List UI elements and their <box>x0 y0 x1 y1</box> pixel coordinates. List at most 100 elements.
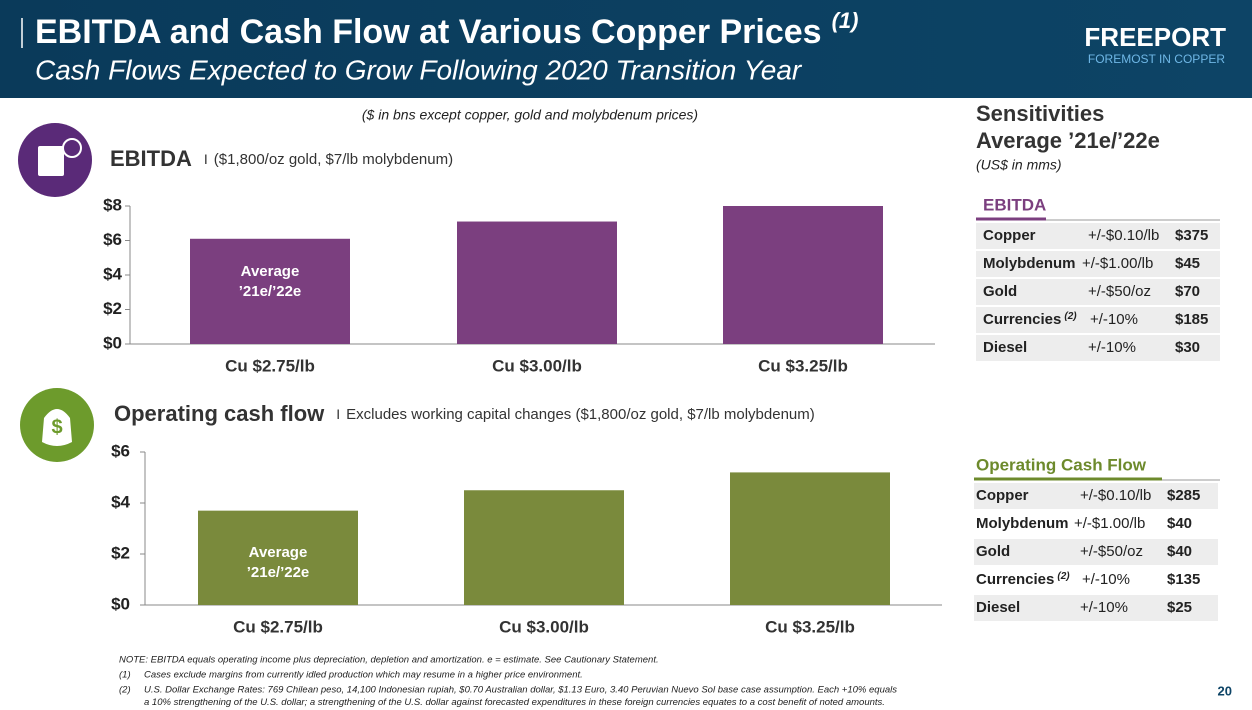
row-background <box>976 279 1220 305</box>
row-background <box>976 335 1220 361</box>
bar-annotation: ’21e/’22e <box>239 283 302 300</box>
row-item-text: Molybdenum <box>983 255 1076 272</box>
row-change: +/-$1.00/lb <box>1074 515 1145 532</box>
ebitda-icon-doc <box>38 146 64 176</box>
row-item-ref: (2) <box>1057 571 1070 582</box>
chart-title: Operating cash flow I Excludes working cap… <box>114 401 815 426</box>
row-impact: $25 <box>1167 599 1192 616</box>
bar <box>457 221 617 344</box>
row-change: +/-$0.10/lb <box>1088 227 1159 244</box>
chart-title-text: Operating cash flow <box>114 401 325 426</box>
chart-title: EBITDA I ($1,800/oz gold, $7/lb molybdenum… <box>110 146 453 171</box>
row-impact: $375 <box>1175 227 1208 244</box>
bar-annotation: Average <box>249 544 308 561</box>
row-background <box>974 539 1218 565</box>
page-number: 20 <box>1218 683 1232 698</box>
row-item: Gold <box>983 283 1017 300</box>
units-note: ($ in bns except copper, gold and molybd… <box>362 107 698 123</box>
row-background <box>976 307 1220 333</box>
bar <box>190 238 350 344</box>
x-tick-label: Cu $3.00/lb <box>492 356 582 375</box>
chart-subtitle: Excludes working capital changes ($1,800… <box>346 406 815 423</box>
row-item: Diesel <box>976 599 1020 616</box>
x-tick-label: Cu $3.25/lb <box>765 617 855 636</box>
row-background <box>974 483 1218 509</box>
x-tick-label: Cu $3.25/lb <box>758 356 848 375</box>
header-subtitle: Cash Flows Expected to Grow Following 20… <box>35 54 803 85</box>
chart-subtitle: ($1,800/oz gold, $7/lb molybdenum) <box>214 151 453 168</box>
x-tick-label: Cu $2.75/lb <box>233 617 323 636</box>
row-change: +/-$0.10/lb <box>1080 487 1151 504</box>
row-item-text: Gold <box>976 543 1010 560</box>
y-tick-label: $2 <box>111 543 130 562</box>
row-change: +/-10% <box>1082 571 1130 588</box>
row-background <box>974 595 1218 621</box>
chart-subtitle-separator: I <box>336 406 340 422</box>
footnote-line: U.S. Dollar Exchange Rates: 769 Chilean … <box>144 685 897 696</box>
footnote-line: a 10% strengthening of the U.S. dollar; … <box>144 697 885 708</box>
y-tick-label: $6 <box>103 230 122 249</box>
row-impact: $45 <box>1175 255 1200 272</box>
logo: FREEPORT <box>1084 22 1226 52</box>
row-item: Copper <box>983 227 1036 244</box>
title-ref: (1) <box>832 8 859 33</box>
row-item-text: Currencies <box>983 311 1061 328</box>
y-tick-label: $6 <box>111 441 130 460</box>
bar <box>723 206 883 344</box>
row-item: Gold <box>976 543 1010 560</box>
ocf-icon-sign: $ <box>51 416 62 438</box>
footnote-marker: (1) <box>119 670 131 681</box>
row-change: +/-10% <box>1080 599 1128 616</box>
row-impact: $30 <box>1175 339 1200 356</box>
row-impact: $185 <box>1175 311 1208 328</box>
chart-title-text: EBITDA <box>110 146 192 171</box>
sensitivities-units: (US$ in mms) <box>976 157 1062 173</box>
header-band <box>0 0 1252 98</box>
logo-tagline: FOREMOST IN COPPER <box>1088 52 1225 66</box>
row-item: Currencies (2) <box>983 311 1077 328</box>
sensitivities-title: Average ’21e/’22e <box>976 128 1160 153</box>
y-tick-label: $4 <box>103 264 122 283</box>
row-impact: $135 <box>1167 571 1200 588</box>
row-item: Molybdenum <box>976 515 1069 532</box>
title-text: EBITDA and Cash Flow at Various Copper P… <box>35 13 822 51</box>
row-background <box>976 251 1220 277</box>
y-tick-label: $4 <box>111 492 130 511</box>
x-tick-label: Cu $2.75/lb <box>225 356 315 375</box>
row-item-text: Molybdenum <box>976 515 1069 532</box>
row-item-text: Diesel <box>976 599 1020 616</box>
bar <box>198 510 358 605</box>
y-tick-label: $0 <box>103 333 122 352</box>
ocf-icon-bag <box>42 409 72 446</box>
row-change: +/-$50/oz <box>1088 283 1151 300</box>
row-change: +/-10% <box>1088 339 1136 356</box>
bar <box>730 472 890 605</box>
row-background <box>976 223 1220 249</box>
table-heading: Operating Cash Flow <box>976 455 1147 474</box>
sensitivities-title: Sensitivities <box>976 101 1104 126</box>
row-change: +/-$1.00/lb <box>1082 255 1153 272</box>
footnote-note: NOTE: EBITDA equals operating income plu… <box>119 655 659 666</box>
row-change: +/-$50/oz <box>1080 543 1143 560</box>
row-item-text: Diesel <box>983 339 1027 356</box>
bar <box>464 490 624 605</box>
row-change: +/-10% <box>1090 311 1138 328</box>
header-title: EBITDA and Cash Flow at Various Copper P… <box>35 8 858 51</box>
row-item-text: Currencies <box>976 571 1054 588</box>
bar-annotation: ’21e/’22e <box>247 564 310 581</box>
row-item-ref: (2) <box>1064 311 1077 322</box>
row-item: Currencies (2) <box>976 571 1070 588</box>
y-tick-label: $8 <box>103 195 122 214</box>
x-tick-label: Cu $3.00/lb <box>499 617 589 636</box>
row-item-text: Gold <box>983 283 1017 300</box>
row-item: Copper <box>976 487 1029 504</box>
bar-annotation: Average <box>241 263 300 280</box>
table-heading: EBITDA <box>983 195 1046 214</box>
row-impact: $70 <box>1175 283 1200 300</box>
row-item-text: Copper <box>983 227 1036 244</box>
ebitda-icon-coin <box>62 138 82 158</box>
row-impact: $40 <box>1167 543 1192 560</box>
row-item: Molybdenum <box>983 255 1076 272</box>
